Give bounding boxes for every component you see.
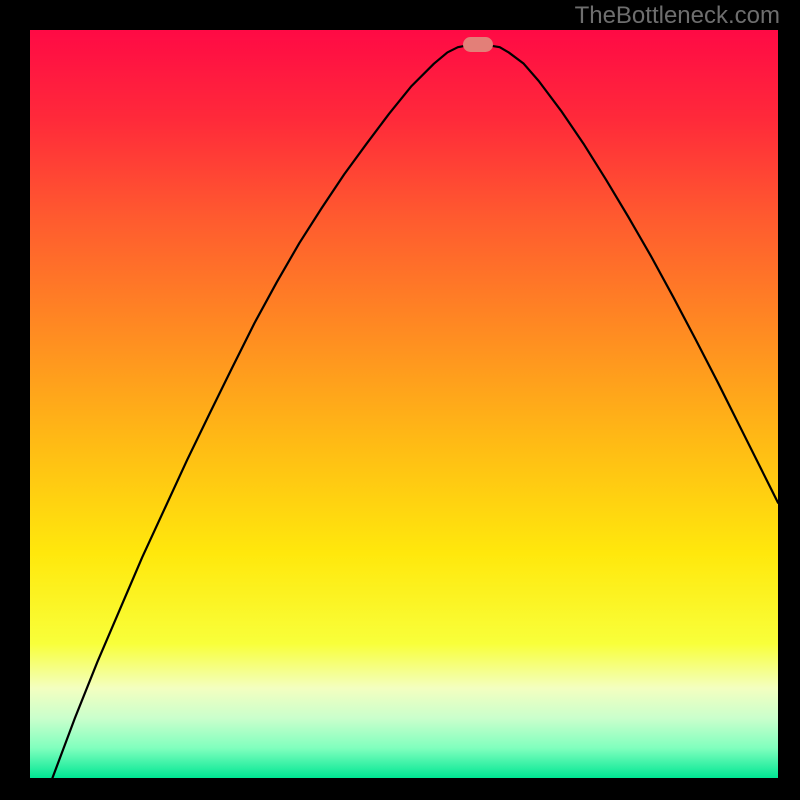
plot-background (30, 30, 778, 778)
watermark-text: TheBottleneck.com (575, 2, 780, 30)
optimal-marker (463, 37, 493, 52)
chart-svg (30, 30, 778, 778)
chart-container: TheBottleneck.com (0, 0, 800, 800)
plot-area (30, 30, 778, 778)
